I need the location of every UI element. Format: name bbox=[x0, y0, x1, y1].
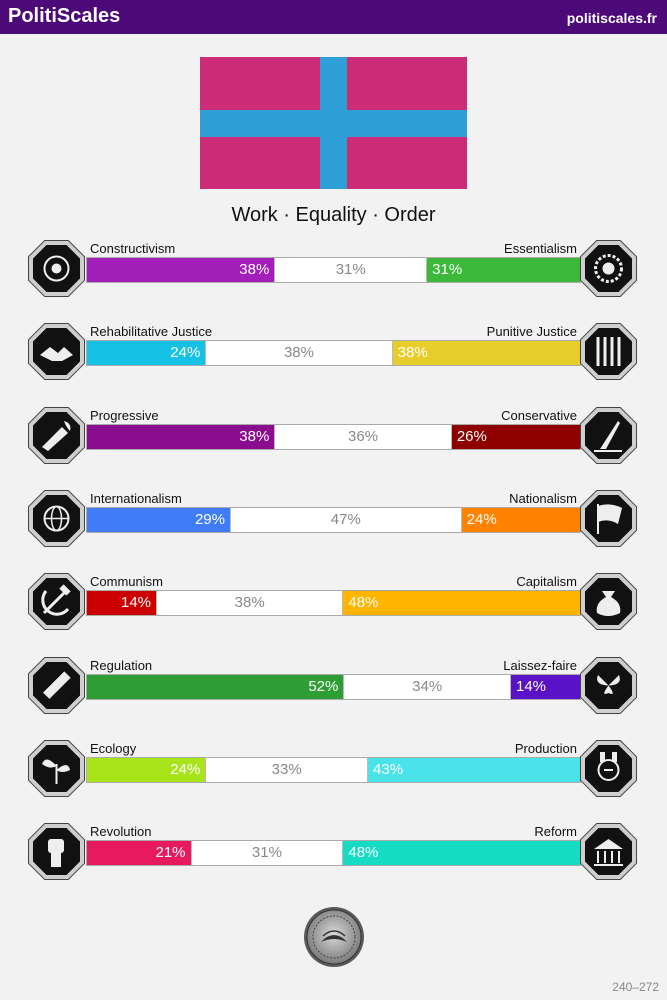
axis-right-label: Laissez-faire bbox=[503, 658, 577, 673]
axis-row: Communism Capitalism 14% 38% 48% bbox=[0, 571, 667, 631]
seal-icon bbox=[304, 907, 364, 967]
axis-left-label: Revolution bbox=[90, 824, 152, 839]
butterflies-icon bbox=[580, 657, 637, 714]
axis-left-segment: 52% bbox=[87, 675, 344, 699]
hammer-sickle-icon bbox=[28, 573, 85, 630]
axis-right-label: Conservative bbox=[501, 408, 577, 423]
axis-left-segment: 21% bbox=[87, 841, 191, 865]
axis-bar: 21% 31% 48% bbox=[86, 840, 581, 866]
flower-icon bbox=[580, 240, 637, 297]
axis-left-segment: 38% bbox=[87, 425, 275, 449]
axis-left-label: Ecology bbox=[90, 741, 137, 756]
axis-row: Constructivism Essentialism 38% 31% 31% bbox=[0, 238, 667, 298]
axis-row: Revolution Reform 21% 31% 48% bbox=[0, 821, 667, 881]
axis-middle-segment: 31% bbox=[274, 258, 428, 282]
axis-right-label: Reform bbox=[534, 824, 577, 839]
brand-title[interactable]: PolitiScales bbox=[8, 5, 121, 27]
axis-left-segment: 38% bbox=[87, 258, 275, 282]
axis-bar: 38% 31% 31% bbox=[86, 257, 581, 283]
sphere-icon bbox=[28, 240, 85, 297]
axis-left-label: Regulation bbox=[90, 658, 153, 673]
prison-bars-icon bbox=[580, 323, 637, 380]
axis-right-segment: 38% bbox=[392, 341, 580, 365]
axis-row: Progressive Conservative 38% 36% 26% bbox=[0, 405, 667, 465]
quill-icon bbox=[580, 407, 637, 464]
axis-bar: 24% 33% 43% bbox=[86, 757, 581, 783]
raised-fist-icon bbox=[28, 823, 85, 880]
axis-middle-segment: 47% bbox=[229, 508, 462, 532]
axis-left-label: Progressive bbox=[90, 408, 159, 423]
axis-left-label: Communism bbox=[90, 574, 163, 589]
axis-middle-segment: 38% bbox=[205, 341, 393, 365]
axis-right-label: Production bbox=[514, 741, 577, 756]
axis-middle-segment: 31% bbox=[190, 841, 344, 865]
axis-right-segment: 48% bbox=[343, 841, 580, 865]
axis-right-label: Essentialism bbox=[504, 241, 577, 256]
axis-right-segment: 43% bbox=[368, 758, 580, 782]
axis-right-label: Punitive Justice bbox=[486, 324, 577, 339]
axis-bar: 52% 34% 14% bbox=[86, 674, 581, 700]
axis-left-label: Constructivism bbox=[90, 241, 176, 256]
axis-right-segment: 48% bbox=[343, 591, 580, 615]
ruler-icon bbox=[28, 657, 85, 714]
axis-bar: 14% 38% 48% bbox=[86, 590, 581, 616]
result-code: 240–272 bbox=[612, 980, 659, 994]
axis-right-segment: 26% bbox=[451, 425, 580, 449]
axis-row: Rehabilitative Justice Punitive Justice 24… bbox=[0, 321, 667, 381]
axis-left-segment: 14% bbox=[87, 591, 157, 615]
axis-left-label: Internationalism bbox=[90, 491, 182, 506]
site-link[interactable]: politiscales.fr bbox=[566, 10, 657, 26]
axis-left-segment: 29% bbox=[87, 508, 230, 532]
money-bag-icon bbox=[580, 573, 637, 630]
flag-icon bbox=[580, 490, 637, 547]
axis-bar: 38% 36% 26% bbox=[86, 424, 581, 450]
axis-right-segment: 14% bbox=[510, 675, 580, 699]
axis-left-label: Rehabilitative Justice bbox=[90, 324, 213, 339]
axis-bar: 24% 38% 38% bbox=[86, 340, 581, 366]
axis-row: Regulation Laissez-faire 52% 34% 14% bbox=[0, 655, 667, 715]
axis-middle-segment: 38% bbox=[156, 591, 344, 615]
axis-left-segment: 24% bbox=[87, 341, 206, 365]
top-bar: PolitiScales politiscales.fr bbox=[0, 0, 667, 34]
axis-middle-segment: 36% bbox=[274, 425, 452, 449]
result-flag bbox=[200, 57, 467, 189]
axis-left-segment: 24% bbox=[87, 758, 206, 782]
axis-right-label: Capitalism bbox=[516, 574, 577, 589]
sprout-icon bbox=[28, 740, 85, 797]
axis-middle-segment: 34% bbox=[343, 675, 511, 699]
axis-right-label: Nationalism bbox=[509, 491, 577, 506]
building-icon bbox=[580, 823, 637, 880]
axis-row: Internationalism Nationalism 29% 47% 24% bbox=[0, 488, 667, 548]
handshake-icon bbox=[28, 323, 85, 380]
axis-row: Ecology Production 24% 33% 43% bbox=[0, 738, 667, 798]
axis-right-segment: 24% bbox=[461, 508, 580, 532]
axis-right-segment: 31% bbox=[427, 258, 580, 282]
ideology-slogan: Work · Equality · Order bbox=[231, 204, 436, 226]
torch-icon bbox=[28, 407, 85, 464]
axis-middle-segment: 33% bbox=[205, 758, 368, 782]
axis-bar: 29% 47% 24% bbox=[86, 507, 581, 533]
globe-icon bbox=[28, 490, 85, 547]
factory-icon bbox=[580, 740, 637, 797]
